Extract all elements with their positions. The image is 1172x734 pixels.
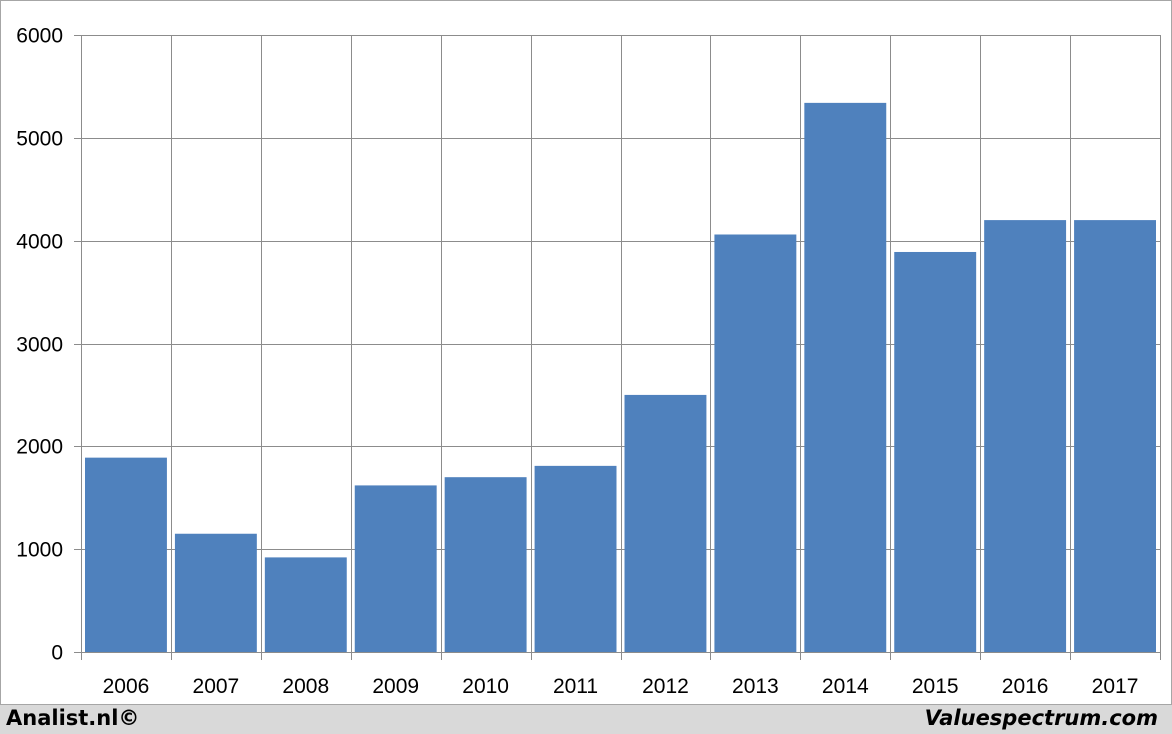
y-tick-label: 6000: [16, 25, 63, 48]
bar-2015: [894, 251, 977, 652]
bar-2014: [804, 102, 887, 653]
bar-2009: [354, 485, 437, 652]
y-tick-label: 5000: [16, 128, 63, 151]
x-tick-label: 2012: [642, 675, 689, 698]
footer-brand-label: Valuespectrum.com: [924, 706, 1158, 730]
x-tick-label: 2011: [553, 675, 598, 698]
y-tick-label: 0: [51, 642, 63, 665]
bar-2010: [444, 477, 527, 652]
bar-2012: [624, 394, 707, 652]
bar-2007: [174, 533, 257, 652]
axes: [74, 35, 1160, 653]
y-tick-label: 3000: [16, 334, 63, 357]
x-tick-label: 2009: [372, 675, 419, 698]
x-tick-label: 2014: [822, 675, 869, 698]
bar-2008: [264, 557, 347, 652]
x-tick-label: 2010: [462, 675, 509, 698]
chart-frame: 0 1000 2000 3000 4000 5000 6000 2006 2007 2008 20…: [0, 0, 1172, 705]
x-tick-label: 2016: [1002, 675, 1049, 698]
y-tick-label: 1000: [16, 539, 63, 562]
y-tick-labels: 0 1000 2000 3000 4000 5000 6000: [16, 25, 63, 665]
x-tick-label: 2017: [1092, 675, 1139, 698]
x-tick-label: 2008: [282, 675, 329, 698]
bar-2016: [984, 220, 1067, 652]
bar-2017: [1074, 220, 1156, 652]
y-tick-label: 4000: [16, 231, 63, 254]
bars: [85, 102, 1156, 653]
x-tick-label: 2013: [732, 675, 779, 698]
bar-2006: [85, 457, 167, 652]
bar-2011: [534, 465, 617, 652]
bar-2013: [714, 234, 797, 652]
x-tick-labels: 2006 2007 2008 2009 2010 2011 2012 2013 2014 2015…: [103, 675, 1139, 698]
x-tick-label: 2007: [193, 675, 240, 698]
footer-source-label: Analist.nl©: [6, 706, 140, 730]
y-tick-label: 2000: [16, 436, 63, 459]
x-tick-label: 2015: [912, 675, 959, 698]
gridlines: [81, 35, 1161, 660]
x-tick-label: 2006: [103, 675, 150, 698]
